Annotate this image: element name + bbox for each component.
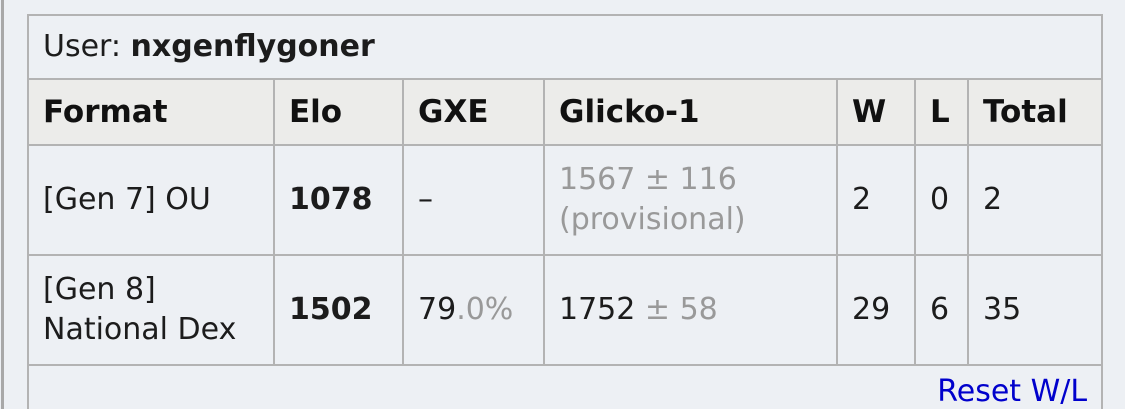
table-header-row: Format Elo GXE Glicko-1 W L Total	[27, 78, 1104, 146]
table-row: [Gen 7] OU 1078 – 1567 ± 116 (provisiona…	[27, 144, 1104, 256]
header-elo: Elo	[273, 78, 404, 146]
gxe-value: –	[418, 182, 433, 218]
table-footer-row: Reset W/L	[26, 364, 1104, 409]
header-wins: W	[836, 78, 916, 146]
user-cell: User: nxgenflygoner	[26, 14, 1104, 80]
elo-cell: 1502	[273, 254, 404, 366]
glicko-rating: 1567 ± 116	[559, 162, 737, 198]
gxe-cell: 79.0%	[402, 254, 545, 366]
gxe-decimal: .0%	[456, 292, 514, 328]
glicko-deviation: ± 58	[644, 292, 718, 328]
glicko-cell: 1567 ± 116 (provisional)	[543, 144, 838, 256]
wins-cell: 29	[836, 254, 916, 366]
user-row: User: nxgenflygoner	[26, 14, 1104, 80]
footer-cell: Reset W/L	[26, 364, 1104, 409]
header-format: Format	[27, 78, 275, 146]
total-cell: 35	[966, 254, 1104, 366]
glicko-rating: 1752	[559, 292, 636, 328]
header-total: Total	[966, 78, 1104, 146]
glicko-cell: 1752 ± 58	[543, 254, 838, 366]
page-left-edge-line	[1, 0, 4, 409]
losses-cell: 0	[914, 144, 969, 256]
reset-wl-link[interactable]: Reset W/L	[937, 374, 1088, 409]
glicko-provisional-note: (provisional)	[559, 202, 746, 237]
gxe-cell: –	[402, 144, 545, 256]
header-glicko: Glicko-1	[543, 78, 838, 146]
losses-cell: 6	[914, 254, 969, 366]
wins-cell: 2	[836, 144, 916, 256]
header-gxe: GXE	[402, 78, 545, 146]
ladder-ratings-table: User: nxgenflygoner Format Elo GXE Glick…	[26, 14, 1104, 409]
user-label: User:	[43, 29, 121, 65]
total-cell: 2	[966, 144, 1104, 256]
format-cell: [Gen 7] OU	[27, 144, 275, 256]
gxe-value: 79	[418, 292, 457, 328]
table-row: [Gen 8] National Dex 1502 79.0% 1752 ± 5…	[27, 254, 1104, 366]
elo-cell: 1078	[273, 144, 404, 256]
username: nxgenflygoner	[130, 29, 375, 65]
format-cell: [Gen 8] National Dex	[27, 254, 275, 366]
header-losses: L	[914, 78, 969, 146]
